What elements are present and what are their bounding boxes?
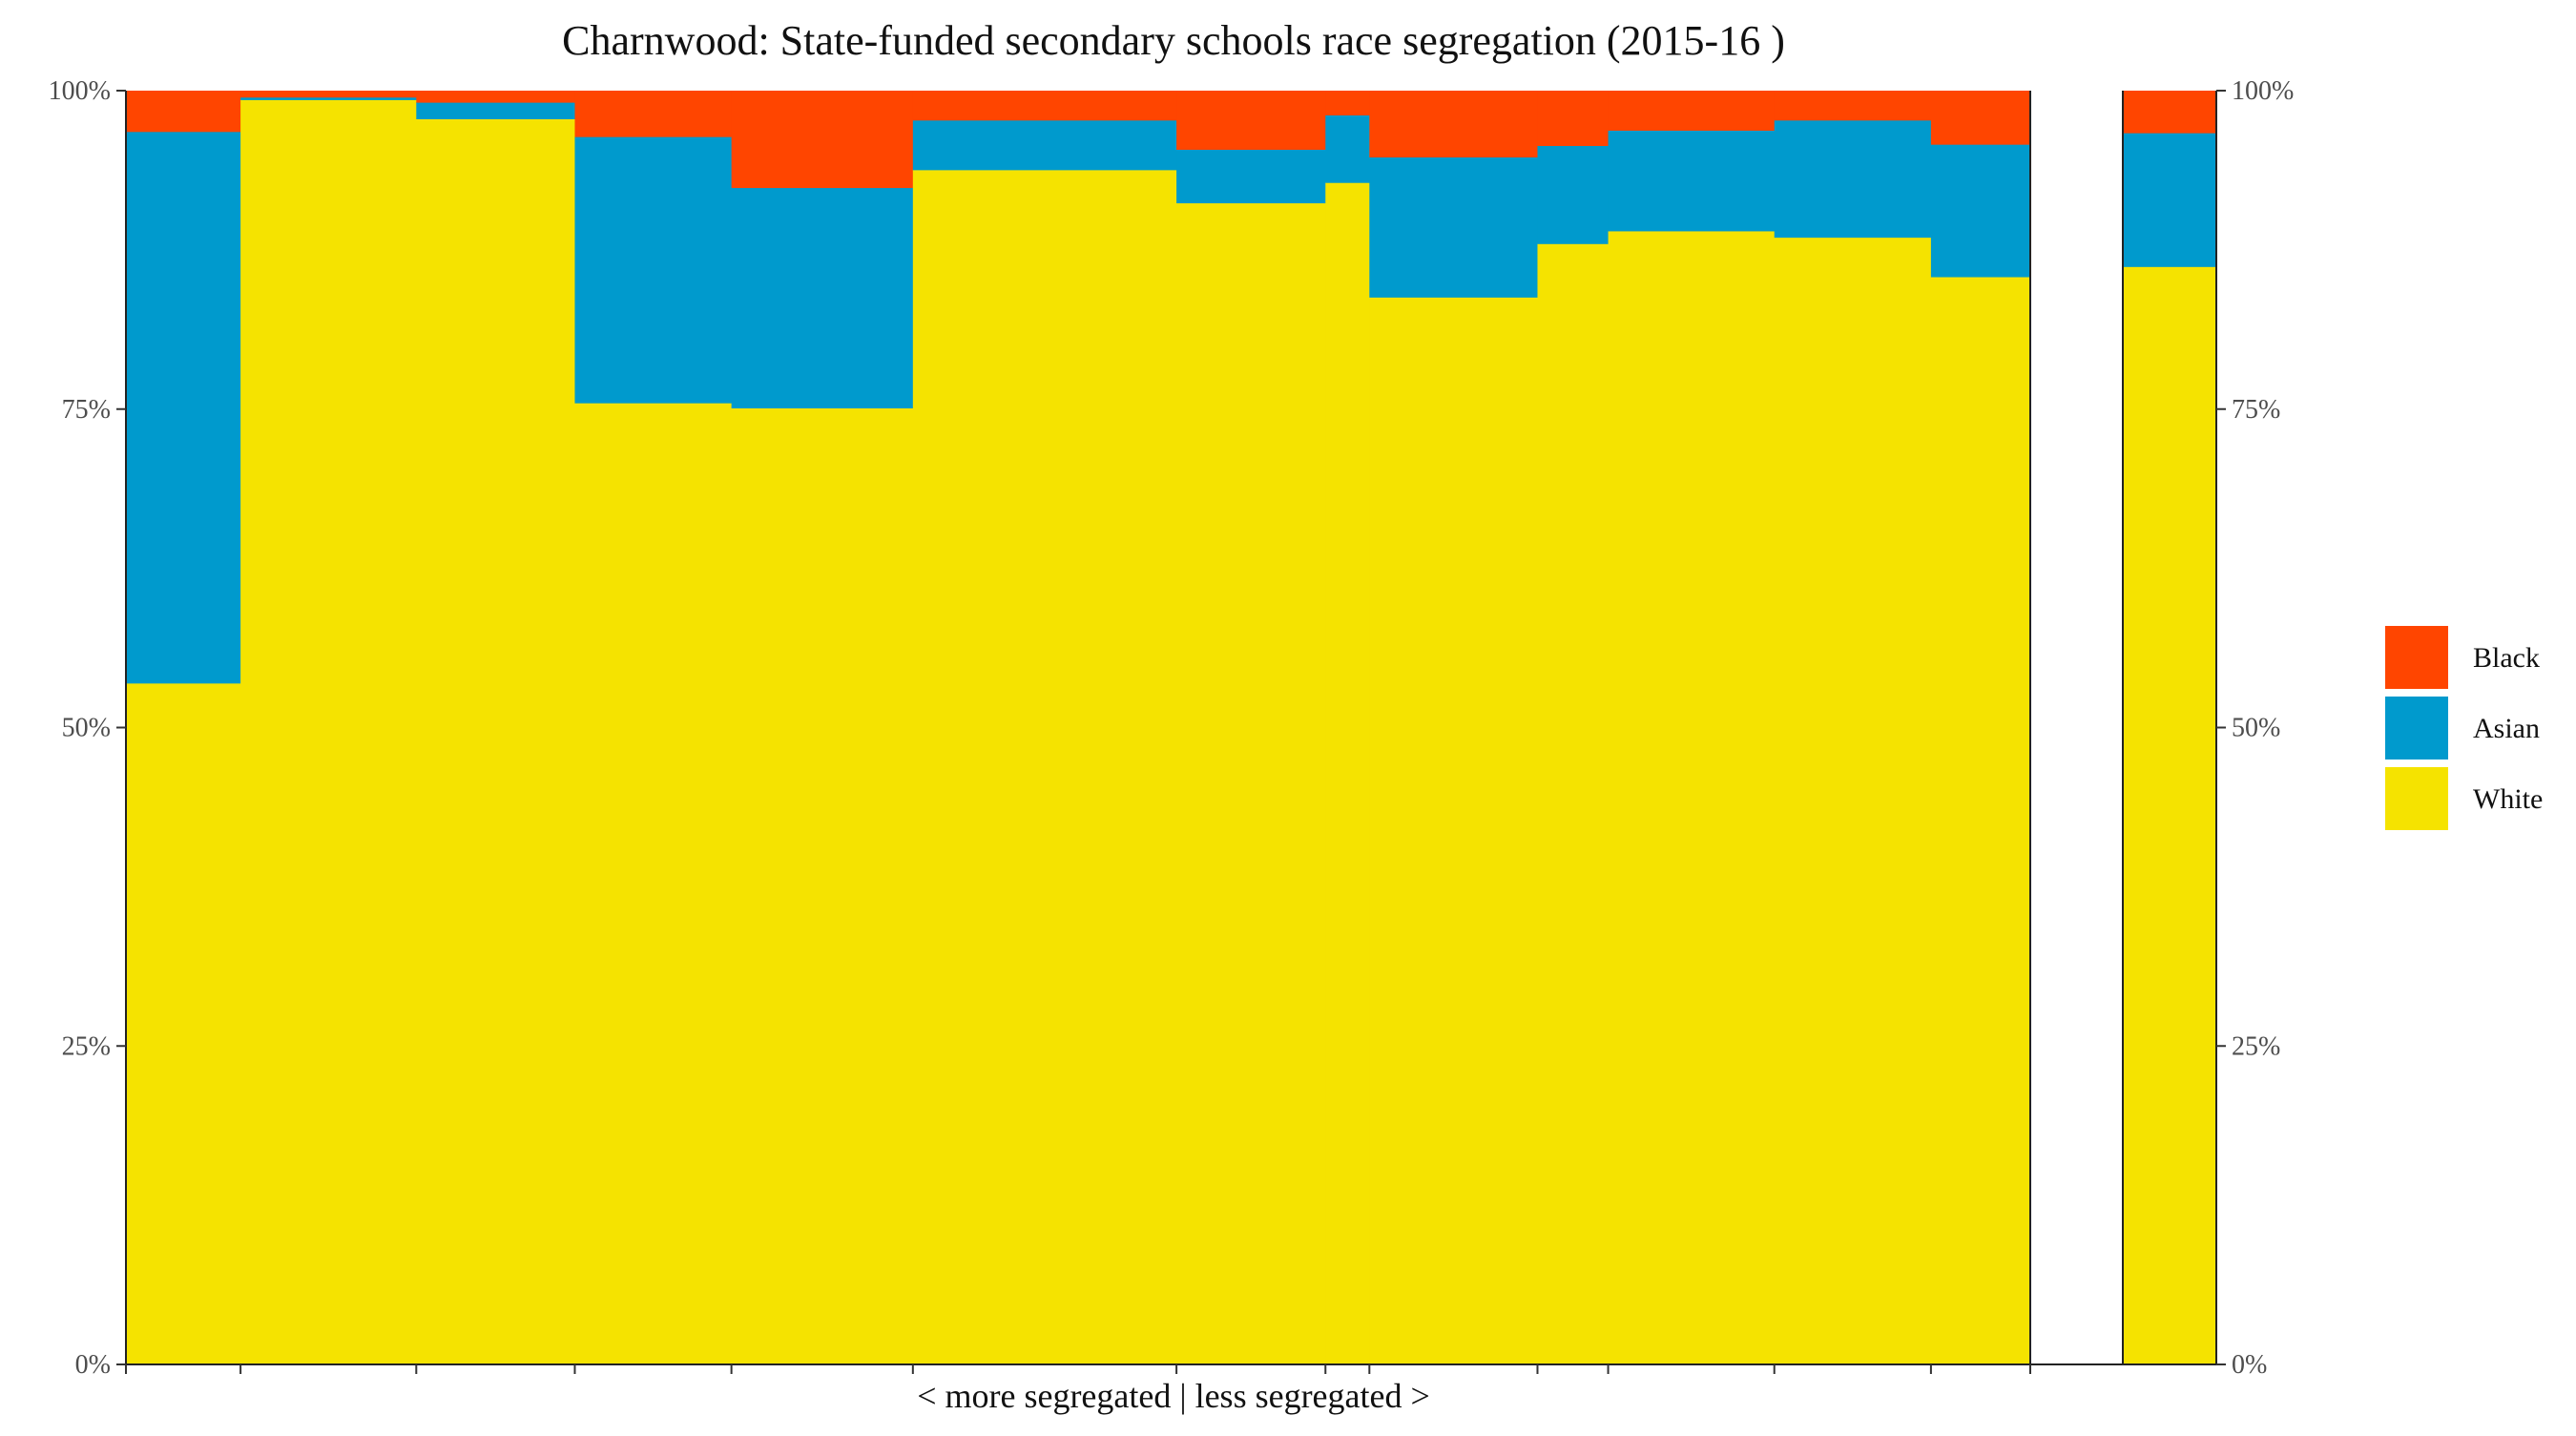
bar-segment-school-6-black: [912, 91, 1177, 121]
bar-segment-total-black: [2123, 91, 2216, 134]
legend-label-black: Black: [2473, 642, 2540, 674]
bar-segment-school-13-white: [1930, 276, 2031, 1365]
y-tick-label-left-75: 75%: [62, 395, 111, 425]
y-tick-label-right-25: 25%: [2232, 1031, 2280, 1061]
bar-segment-school-11-black: [1608, 91, 1776, 131]
bar-segment-school-11-asian: [1608, 130, 1776, 232]
legend-label-asian: Asian: [2473, 713, 2540, 744]
bar-segment-total-white: [2123, 266, 2216, 1365]
bar-segment-school-5-white: [731, 407, 914, 1365]
bar-segment-school-13-black: [1930, 91, 2031, 145]
bar-segment-school-7-white: [1176, 202, 1326, 1365]
bar-segment-school-4-asian: [574, 136, 733, 404]
legend-swatch-black: [2385, 626, 2448, 689]
bars-layer: [126, 91, 2216, 1365]
y-tick-label-right-0: 0%: [2232, 1350, 2267, 1380]
bar-segment-school-2-asian: [240, 96, 417, 100]
bar-segment-school-7-black: [1176, 91, 1326, 151]
bar-segment-school-2-black: [240, 91, 417, 98]
y-tick-label-left-50: 50%: [62, 714, 111, 743]
y-tick-label-left-25: 25%: [62, 1031, 111, 1061]
bar-segment-school-3-asian: [416, 102, 576, 119]
bar-segment-school-6-white: [912, 169, 1177, 1365]
bar-segment-school-2-white: [240, 99, 417, 1365]
y-tick-label-left-0: 0%: [75, 1350, 111, 1380]
bar-segment-school-9-black: [1369, 91, 1539, 158]
bar-segment-school-4-black: [574, 91, 733, 137]
bar-segment-school-9-asian: [1369, 156, 1539, 298]
bar-segment-school-10-white: [1537, 243, 1610, 1365]
bar-segment-school-12-asian: [1774, 119, 1932, 239]
bar-segment-school-8-white: [1325, 182, 1370, 1365]
bar-segment-school-8-black: [1325, 91, 1370, 115]
bar-segment-school-1-black: [126, 91, 241, 133]
bar-segment-school-13-asian: [1930, 144, 2031, 278]
bar-segment-school-4-white: [574, 403, 733, 1365]
bar-segment-school-3-white: [416, 118, 576, 1365]
legend-label-white: White: [2473, 783, 2543, 815]
bar-segment-school-8-asian: [1325, 114, 1370, 183]
ticks-layer: 0% 0% 25% 25% 50% 50% 75% 75% 100% 100%: [49, 76, 2295, 1380]
chart-title: Charnwood: State-funded secondary school…: [562, 17, 1785, 64]
bar-segment-school-1-asian: [126, 131, 241, 684]
bar-segment-school-12-white: [1774, 237, 1932, 1365]
y-tick-label-right-100: 100%: [2232, 76, 2294, 106]
bar-segment-school-10-black: [1537, 91, 1610, 146]
x-axis-label: < more segregated | less segregated >: [917, 1377, 1430, 1415]
bar-segment-school-12-black: [1774, 91, 1932, 121]
y-tick-label-left-100: 100%: [49, 76, 111, 106]
bar-segment-school-1-white: [126, 682, 241, 1365]
legend-swatch-white: [2385, 767, 2448, 830]
bar-segment-school-7-asian: [1176, 149, 1326, 204]
legend-swatch-asian: [2385, 697, 2448, 760]
legend: Black Asian White: [2385, 626, 2543, 830]
bar-segment-school-5-black: [731, 91, 914, 189]
y-tick-label-right-75: 75%: [2232, 395, 2280, 425]
bar-segment-school-11-white: [1608, 230, 1776, 1365]
y-tick-label-right-50: 50%: [2232, 714, 2280, 743]
bar-segment-school-10-asian: [1537, 145, 1610, 244]
bar-segment-school-6-asian: [912, 119, 1177, 171]
bar-segment-school-9-white: [1369, 297, 1539, 1365]
bar-segment-school-5-asian: [731, 187, 914, 409]
bar-segment-total-asian: [2123, 133, 2216, 267]
bar-segment-school-3-black: [416, 91, 576, 103]
